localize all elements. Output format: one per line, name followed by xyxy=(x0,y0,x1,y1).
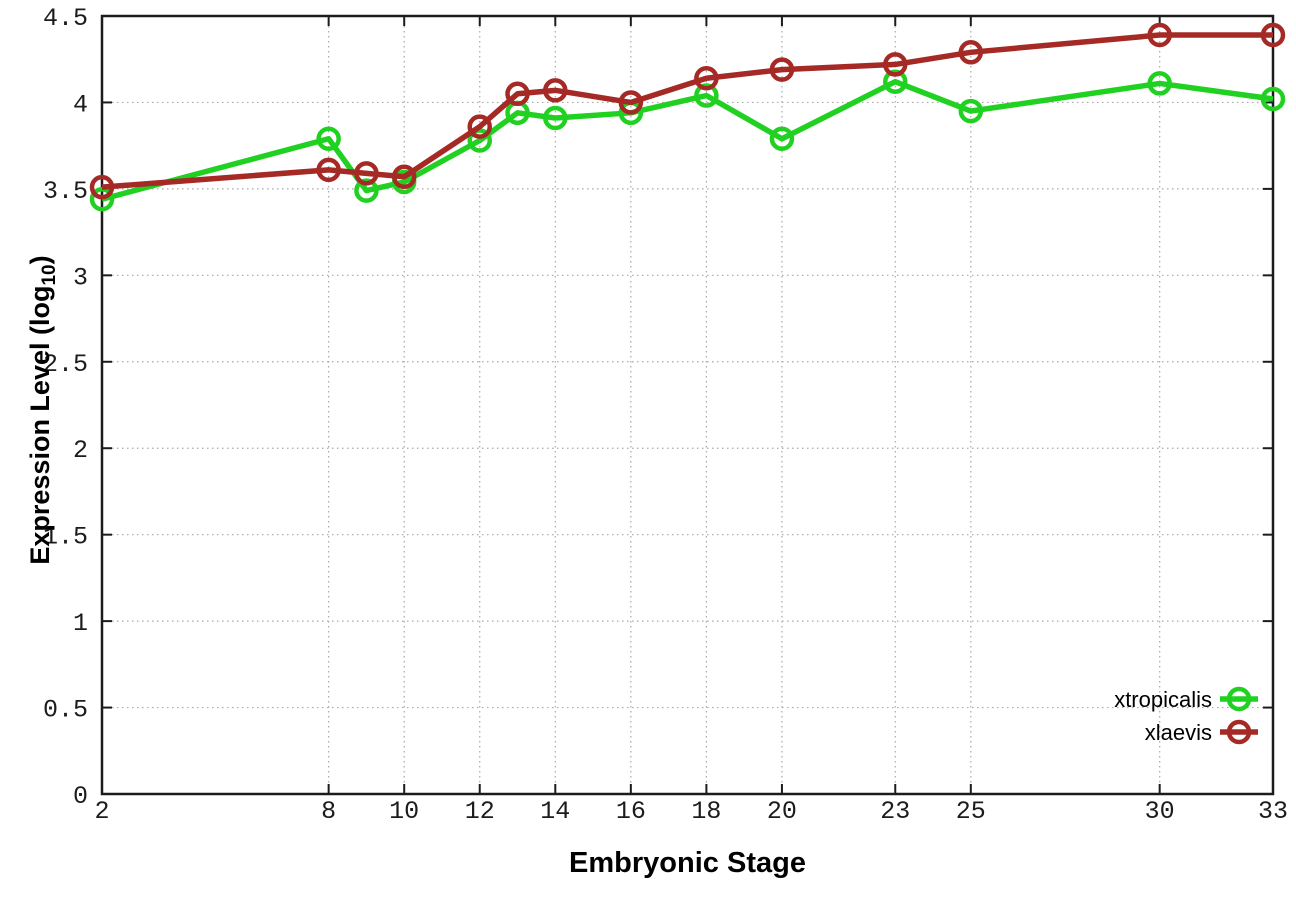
y-axis-title-close: ) xyxy=(25,255,55,265)
y-tick-label: 3.5 xyxy=(43,177,88,206)
legend-label-xtropicalis: xtropicalis xyxy=(1114,687,1212,712)
y-axis-title-subscript: 10 xyxy=(39,264,60,286)
data-point-xlaevis xyxy=(694,65,719,91)
x-axis-title: Embryonic Stage xyxy=(569,847,806,879)
x-tick-label: 25 xyxy=(956,797,986,826)
data-point-xtropicalis xyxy=(694,83,719,108)
x-tick-label: 14 xyxy=(540,797,570,826)
data-point-xtropicalis xyxy=(89,187,115,212)
data-point-xlaevis xyxy=(505,81,530,107)
data-point-xtropicalis xyxy=(883,69,908,94)
data-point-xlaevis xyxy=(89,174,115,200)
y-tick-label: 1 xyxy=(73,609,88,638)
x-tick-label: 16 xyxy=(616,797,646,826)
y-tick-label: 0 xyxy=(73,782,88,811)
data-point-xtropicalis xyxy=(1260,86,1286,112)
x-tick-label: 33 xyxy=(1258,797,1288,826)
data-point-xtropicalis xyxy=(958,98,984,124)
data-point-xtropicalis xyxy=(467,128,492,153)
y-tick-label: 4.5 xyxy=(43,4,88,33)
x-tick-label: 18 xyxy=(691,797,721,826)
y-tick-label: 1.5 xyxy=(43,523,88,552)
data-point-xlaevis xyxy=(1147,22,1172,48)
x-tick-label: 10 xyxy=(389,797,419,826)
x-tick-label: 30 xyxy=(1145,797,1175,826)
x-tick-label: 12 xyxy=(465,797,495,826)
legend-marker-xtropicalis xyxy=(1226,686,1252,712)
y-tick-label: 2 xyxy=(73,436,88,465)
data-point-xtropicalis xyxy=(543,105,568,131)
y-axis-title: Expression Level (log10) xyxy=(22,140,60,680)
y-tick-label: 0.5 xyxy=(43,696,88,725)
x-tick-label: 23 xyxy=(880,797,910,826)
legend-marker-xlaevis xyxy=(1226,719,1252,745)
data-point-xlaevis xyxy=(316,157,341,183)
legend-label-xlaevis: xlaevis xyxy=(1145,720,1212,745)
data-point-xlaevis xyxy=(883,52,908,77)
data-point-xtropicalis xyxy=(1147,71,1172,96)
data-point-xtropicalis xyxy=(769,126,795,152)
data-point-xlaevis xyxy=(543,78,568,103)
x-tick-label: 2 xyxy=(94,797,109,826)
data-point-xlaevis xyxy=(391,164,417,190)
y-tick-label: 3 xyxy=(73,263,88,292)
data-point-xlaevis xyxy=(769,57,795,82)
data-point-xlaevis xyxy=(467,114,492,139)
y-tick-label: 2.5 xyxy=(43,350,88,379)
plot-border xyxy=(100,14,1275,796)
data-point-xlaevis xyxy=(1260,22,1286,48)
y-axis-title-text: Expression Level (log xyxy=(25,285,55,565)
x-tick-label: 8 xyxy=(321,797,336,826)
data-point-xtropicalis xyxy=(354,178,379,203)
series-line-xlaevis xyxy=(101,32,1273,190)
data-point-xlaevis xyxy=(354,161,379,186)
y-tick-label: 4 xyxy=(73,90,88,119)
data-point-xlaevis xyxy=(618,90,644,115)
series-line-xtropicalis xyxy=(101,78,1274,202)
data-point-xtropicalis xyxy=(316,126,341,152)
x-tick-label: 20 xyxy=(767,797,797,826)
data-point-xlaevis xyxy=(958,40,984,65)
